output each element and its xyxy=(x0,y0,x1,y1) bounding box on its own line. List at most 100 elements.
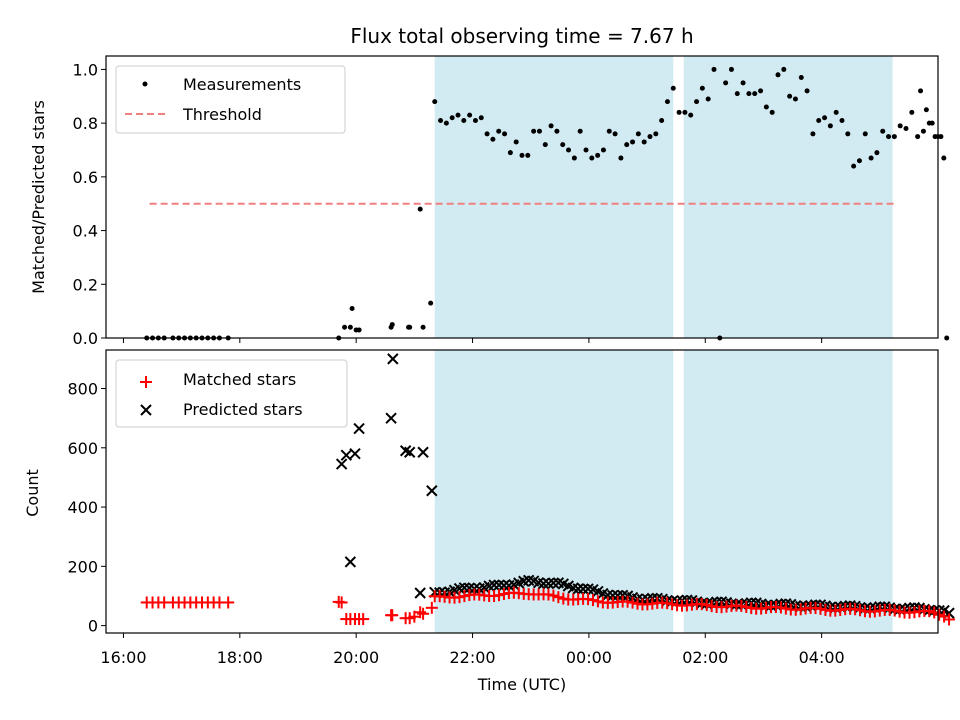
measurement-point xyxy=(490,136,496,142)
predicted-marker xyxy=(404,446,416,458)
measurement-point xyxy=(571,155,577,161)
observing-window xyxy=(434,56,674,338)
ratio-y-tick-label: 0.0 xyxy=(73,329,98,348)
measurement-point xyxy=(851,163,857,169)
predicted-marker xyxy=(547,577,560,589)
measurement-point xyxy=(918,88,924,94)
measurement-point xyxy=(641,139,647,145)
measurement-point xyxy=(347,324,353,330)
measurement-point xyxy=(787,93,793,99)
observing-window xyxy=(683,56,893,338)
measurement-point xyxy=(897,123,903,129)
measurement-point xyxy=(502,131,508,137)
ratio-y-tick-label: 0.6 xyxy=(73,168,98,187)
measurement-point xyxy=(428,300,434,306)
measurement-point xyxy=(542,142,548,148)
x-tick-label: 02:00 xyxy=(682,648,728,667)
count-plot-frame xyxy=(105,349,939,634)
legend-measurement-marker xyxy=(142,81,148,87)
measurement-point xyxy=(659,117,665,123)
predicted-marker xyxy=(349,448,361,460)
measurement-point xyxy=(891,134,897,140)
measurement-point xyxy=(389,322,395,328)
matched-marker xyxy=(357,613,370,626)
observing-windows xyxy=(434,56,893,338)
predicted-marker xyxy=(344,556,357,568)
matched-marker xyxy=(335,596,348,609)
measurement-point xyxy=(653,131,659,137)
measurement-point xyxy=(478,115,484,121)
count-y-tick-label: 200 xyxy=(67,557,98,576)
measurement-point xyxy=(548,123,554,129)
x-axis-label: Time (UTC) xyxy=(477,675,566,694)
measurement-point xyxy=(560,142,566,148)
count-y-axis-label: Count xyxy=(23,469,42,517)
measurement-point xyxy=(758,88,764,94)
measurement-point xyxy=(929,120,935,126)
legend-matched-marker xyxy=(140,376,152,388)
measurement-point xyxy=(827,123,833,129)
predicted-marker xyxy=(498,579,510,592)
measurement-point xyxy=(833,109,839,115)
measurement-point xyxy=(856,158,862,164)
predicted-marker xyxy=(335,458,348,470)
measurement-point xyxy=(792,96,798,102)
measurement-point xyxy=(798,74,804,80)
measurement-point xyxy=(688,112,694,118)
measurement-point xyxy=(752,91,758,97)
measurement-point xyxy=(455,112,461,118)
predicted-marker xyxy=(417,446,429,458)
measurement-point xyxy=(342,324,348,330)
measurement-point xyxy=(923,107,929,113)
matched-marker xyxy=(417,607,430,620)
measurement-point xyxy=(467,112,473,118)
measurement-point xyxy=(670,85,676,91)
measurement-point xyxy=(769,109,775,115)
measurement-point xyxy=(862,131,868,137)
ratio-y-axis-label: Matched/Predicted stars xyxy=(29,100,48,294)
measurement-point xyxy=(600,147,606,153)
ratio-x-ticks xyxy=(122,338,823,343)
measurement-point xyxy=(682,109,688,115)
measurement-point xyxy=(886,134,892,140)
ratio-y-tick-label: 0.2 xyxy=(73,275,98,294)
measurement-point xyxy=(763,104,769,110)
matched-marker xyxy=(386,609,399,622)
matched-marker xyxy=(943,613,956,626)
measurement-point xyxy=(420,324,426,330)
measurement-point xyxy=(595,152,601,158)
predicted-marker xyxy=(488,579,500,591)
measurement-point xyxy=(577,128,583,134)
measurement-point xyxy=(554,128,560,134)
measurement-point xyxy=(624,142,630,148)
measurement-point xyxy=(880,128,886,134)
measurement-point xyxy=(438,117,444,123)
measurement-point xyxy=(461,117,467,123)
count-points xyxy=(140,353,956,626)
observing-window xyxy=(683,350,893,633)
measurement-point xyxy=(740,80,746,86)
measurement-point xyxy=(822,115,828,121)
predicted-marker xyxy=(385,412,397,424)
chart-title: Flux total observing time = 7.67 h xyxy=(350,24,693,48)
count-y-tick-label: 600 xyxy=(67,439,98,458)
measurement-point xyxy=(472,117,478,123)
x-tick-label: 04:00 xyxy=(799,648,845,667)
predicted-marker xyxy=(426,485,438,497)
measurement-point xyxy=(507,150,513,156)
predicted-marker xyxy=(458,582,471,594)
measurement-point xyxy=(723,80,729,86)
measurement-point xyxy=(711,66,717,72)
predicted-marker xyxy=(414,587,426,599)
x-tick-label: 22:00 xyxy=(449,648,495,667)
matched-marker xyxy=(222,596,235,609)
ratio-y-tick-label: 0.4 xyxy=(73,222,98,241)
x-tick-label: 18:00 xyxy=(217,648,263,667)
measurement-point xyxy=(938,134,944,140)
measurement-point xyxy=(915,134,921,140)
measurement-point xyxy=(618,155,624,161)
measurement-point xyxy=(630,139,636,145)
ratio-panel: 0.0 0.2 0.4 0.6 0.8 1.0 Matched/Predicted sta… xyxy=(29,55,950,348)
count-panel: 0 200 400 600 800 16:00 18:00 20:00 22:00 00:00 0… xyxy=(23,349,956,694)
measurement-point xyxy=(484,131,490,137)
